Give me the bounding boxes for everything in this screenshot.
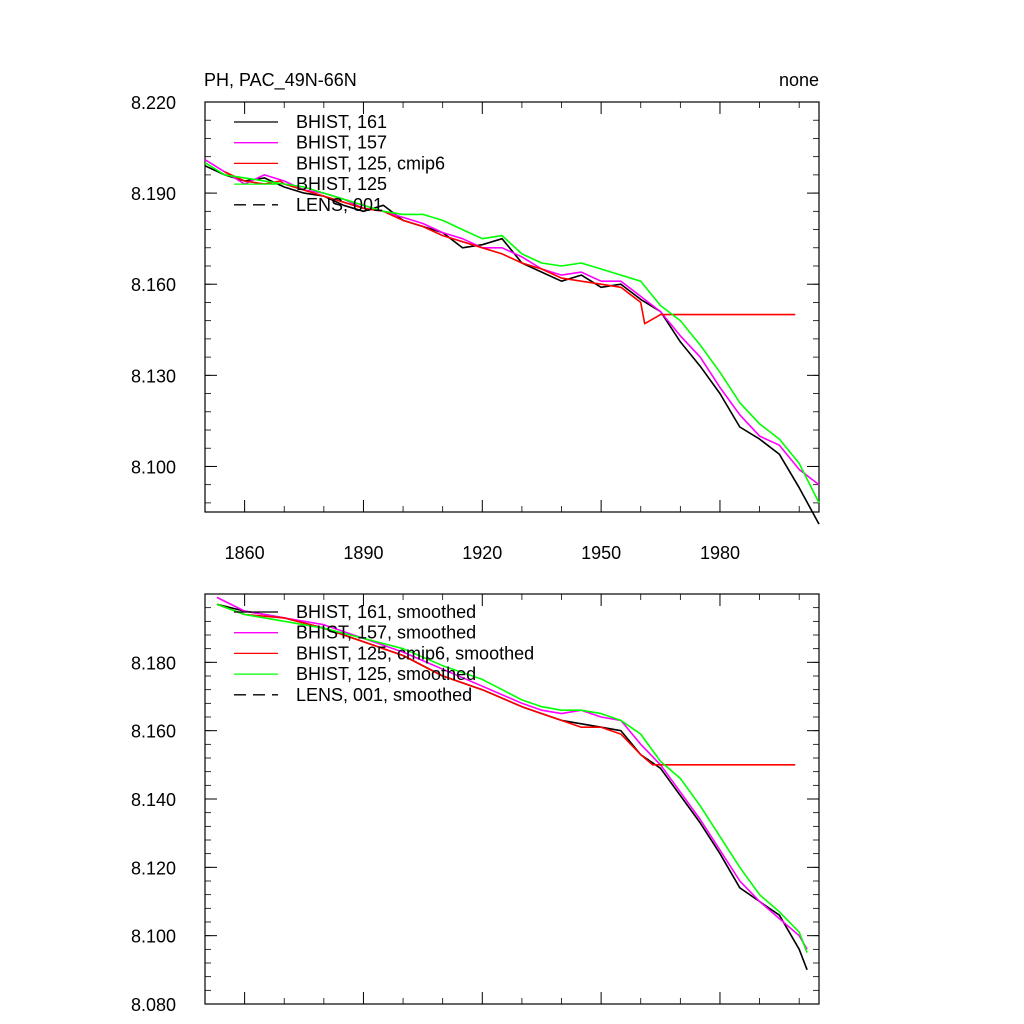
bottom-y-tick-label: 8.160	[131, 722, 176, 742]
bottom-y-tick-label: 8.120	[131, 858, 176, 878]
top-legend-label: LENS, 001	[296, 195, 383, 215]
top-x-tick-label: 1920	[462, 543, 502, 563]
top-y-tick-label: 8.130	[131, 366, 176, 386]
top-x-tick-label: 1860	[225, 543, 265, 563]
top-series-line-1	[204, 165, 820, 525]
top-legend-label: BHIST, 161	[296, 112, 387, 132]
top-x-tick-label: 1950	[581, 543, 621, 563]
top-y-tick-label: 8.220	[131, 93, 176, 113]
top-legend-label: BHIST, 125	[296, 174, 387, 194]
bottom-y-tick-label: 8.180	[131, 653, 176, 673]
top-legend-label: BHIST, 157	[296, 133, 387, 153]
top-series-line-4	[204, 162, 820, 504]
top-chart-title: PH, PAC_49N-66N	[204, 70, 357, 91]
bottom-legend-label: BHIST, 125, cmip6, smoothed	[296, 643, 534, 663]
bottom-chart-plot: 8.080 8.100 8.120 8.140 8.160 8.180 BHIST, 161…	[131, 593, 820, 1015]
top-x-tick-label: 1890	[343, 543, 383, 563]
bottom-y-tick-label: 8.080	[131, 995, 176, 1015]
top-y-tick-label: 8.190	[131, 184, 176, 204]
bottom-legend-label: BHIST, 125, smoothed	[296, 664, 476, 684]
bottom-legend-label: BHIST, 157, smoothed	[296, 623, 476, 643]
top-y-tick-label: 8.160	[131, 275, 176, 295]
top-legend-label: BHIST, 125, cmip6	[296, 153, 445, 173]
top-y-tick-label: 8.100	[131, 457, 176, 477]
top-plot-frame	[204, 101, 820, 513]
top-chart-right-label: none	[779, 70, 819, 90]
bottom-legend-label: LENS, 001, smoothed	[296, 685, 472, 705]
top-x-tick-label: 1980	[700, 543, 740, 563]
top-chart-plot: 8.100 8.130 8.160 8.190 8.220 1860 1890 1920 195…	[131, 93, 820, 563]
bottom-legend-label: BHIST, 161, smoothed	[296, 602, 476, 622]
bottom-series-line-4	[216, 603, 808, 953]
bottom-y-tick-label: 8.100	[131, 927, 176, 947]
bottom-y-tick-label: 8.140	[131, 790, 176, 810]
